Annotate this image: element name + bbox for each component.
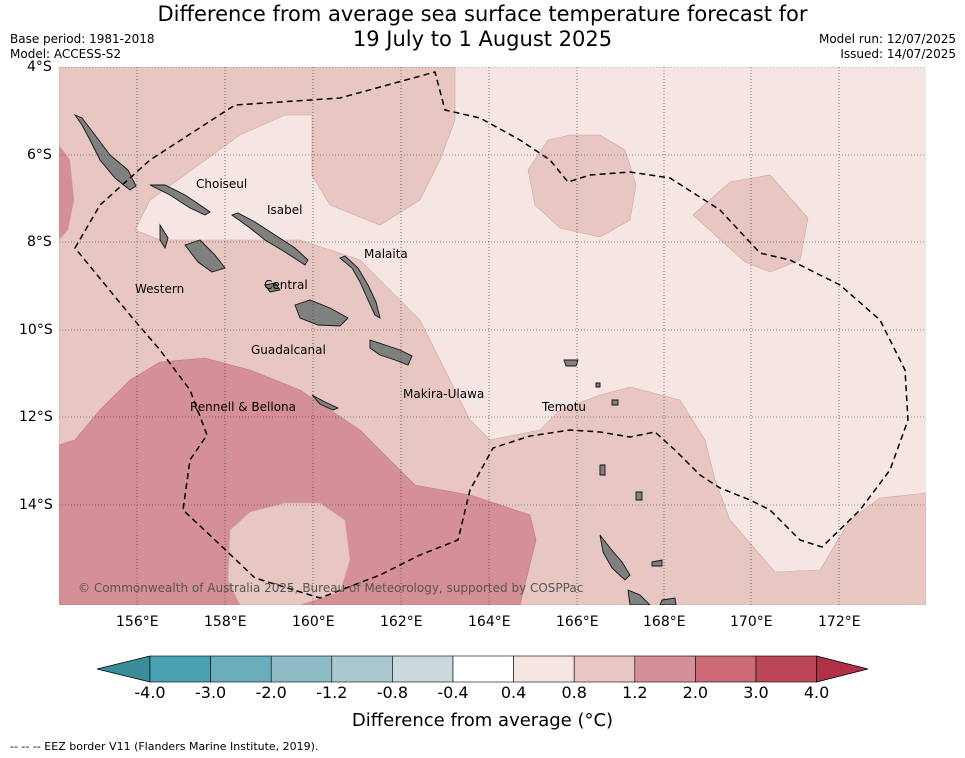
anomaly-west-edge	[59, 145, 74, 240]
lat-tick: 6°S	[27, 147, 52, 163]
colorbar-under-arrow	[96, 655, 151, 683]
lat-tick: 8°S	[27, 234, 52, 250]
base-period: Base period: 1981-2018	[10, 32, 155, 46]
anomaly-pocket-south	[227, 502, 351, 605]
colorbar-tick-labels: -4.0 -3.0 -2.0 -1.2 -0.8 -0.4 0.4 0.8 1.2 2.0 3.0 4…	[0, 683, 965, 705]
colorbar-tick-label: -2.0	[255, 683, 287, 702]
colorbar-tick-label: 0.8	[561, 683, 587, 702]
anomaly-blob-central	[527, 134, 637, 238]
colorbar-tick-label: 2.0	[682, 683, 709, 702]
lon-tick: 160°E	[292, 614, 335, 630]
lat-tick: 12°S	[19, 409, 53, 425]
title-line-2: 19 July to 1 August 2025	[352, 27, 613, 51]
colorbar-segment	[270, 655, 333, 683]
colorbar-segment	[331, 655, 393, 683]
colorbar-segment	[755, 655, 817, 683]
colorbar-tick-label: 0.4	[500, 683, 527, 702]
colorbar-over-arrow	[816, 655, 869, 683]
colorbar-tick-label: 1.2	[622, 683, 648, 702]
lat-tick: 14°S	[19, 497, 53, 513]
colorbar-tick-label: -0.4	[437, 683, 469, 702]
lon-tick: 164°E	[468, 614, 511, 630]
colorbar-segment	[695, 655, 757, 683]
lon-tick: 172°E	[818, 614, 861, 630]
colorbar	[96, 655, 869, 683]
model-name: Model: ACCESS-S2	[10, 47, 122, 61]
colorbar-tick-label: -0.8	[376, 683, 408, 702]
label-isabel: Isabel	[267, 203, 303, 217]
colorbar-tick-label: -1.2	[316, 683, 348, 702]
lon-tick: 170°E	[730, 614, 773, 630]
colorbar-title: Difference from average (°C)	[351, 710, 614, 731]
colorbar-segment	[634, 655, 696, 683]
anomaly-blob-east	[692, 174, 809, 273]
label-choiseul: Choiseul	[196, 177, 248, 191]
label-central: Central	[264, 278, 308, 292]
anomaly-zone-1-2-2-0	[59, 357, 537, 605]
copyright-credit: © Commonwealth of Australia 2025, Bureau…	[78, 581, 584, 595]
colorbar-segment	[452, 655, 514, 683]
label-western: Western	[135, 282, 185, 296]
colorbar-tick-label: 4.0	[803, 683, 830, 702]
colorbar-segment	[513, 655, 575, 683]
lon-tick: 168°E	[643, 614, 686, 630]
label-rennell-bellona: Rennell & Bellona	[190, 400, 297, 414]
model-run: Model run: 12/07/2025	[818, 32, 956, 46]
label-guadalcanal: Guadalcanal	[251, 343, 326, 357]
lon-tick: 166°E	[556, 614, 599, 630]
eez-border	[74, 71, 909, 599]
lat-tick: 4°S	[27, 59, 52, 75]
colorbar-tick-label: 3.0	[743, 683, 769, 702]
graticule	[59, 67, 926, 605]
colorbar-tick-label: -4.0	[134, 683, 166, 702]
colorbar-segment	[210, 655, 272, 683]
lat-tick: 10°S	[19, 322, 53, 338]
lon-tick: 158°E	[204, 614, 247, 630]
eez-legend-text: -- -- -- EEZ border V11 (Flanders Marine…	[10, 740, 319, 753]
colorbar-segment	[573, 655, 636, 683]
land-masses	[73, 113, 677, 605]
colorbar-tick-label: -3.0	[194, 683, 227, 702]
colorbar-segment	[392, 655, 454, 683]
label-makira-ulawa: Makira-Ulawa	[403, 387, 485, 401]
lon-tick: 162°E	[380, 614, 423, 630]
issued-date: Issued: 14/07/2025	[840, 47, 956, 61]
colorbar-segment	[149, 655, 211, 683]
title-line-1: Difference from average sea surface temp…	[157, 2, 808, 26]
label-temotu: Temotu	[542, 400, 587, 414]
label-malaita: Malaita	[364, 247, 408, 261]
map-title: Difference from average sea surface temp…	[0, 2, 965, 52]
lon-tick: 156°E	[116, 614, 159, 630]
